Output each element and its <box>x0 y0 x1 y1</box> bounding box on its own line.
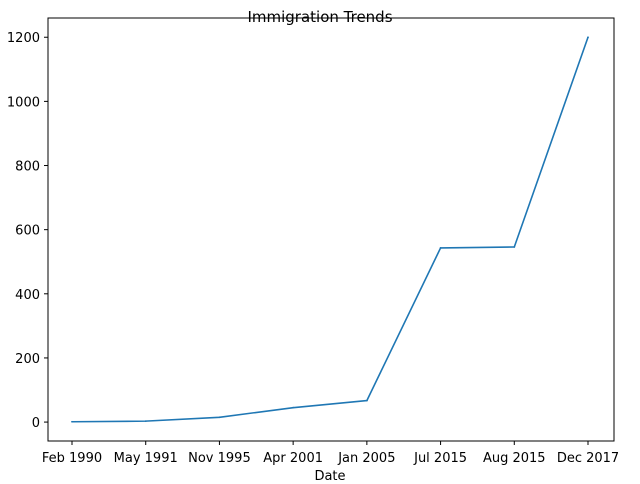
data-point <box>587 36 589 39</box>
y-tick-label: 200 <box>15 352 40 367</box>
y-tick-label: 0 <box>32 416 40 431</box>
x-tick-label: Aug 2015 <box>483 451 546 466</box>
series-line <box>71 36 589 423</box>
x-tick-label: Feb 1990 <box>42 451 102 466</box>
data-point <box>365 399 368 402</box>
y-tick-label: 600 <box>15 224 40 239</box>
x-tick-label: Jul 2015 <box>413 451 467 466</box>
y-tick-label: 400 <box>15 288 40 303</box>
y-tick-label: 1200 <box>7 31 40 46</box>
x-tick-label: Jan 2005 <box>337 451 395 466</box>
plot-area <box>71 36 589 423</box>
plot-frame <box>47 17 615 442</box>
data-point <box>292 406 295 409</box>
chart-title: Immigration Trends <box>247 8 392 26</box>
y-tick-label: 800 <box>15 160 40 175</box>
data-point <box>218 416 221 419</box>
data-point <box>144 420 147 423</box>
x-tick-label: Dec 2017 <box>557 451 619 466</box>
x-tick-label: Apr 2001 <box>263 451 323 466</box>
x-axis-label: Date <box>314 469 345 480</box>
x-tick-label: May 1991 <box>114 451 178 466</box>
data-point <box>71 420 73 423</box>
x-tick-label: Nov 1995 <box>188 451 251 466</box>
data-point <box>513 246 516 248</box>
y-axis: 0 200 400 600 800 1000 1200 <box>7 31 48 431</box>
data-point <box>439 247 442 249</box>
x-axis: Feb 1990 May 1991 Nov 1995 Apr 2001 Jan 2005… <box>42 441 619 466</box>
y-tick-label: 1000 <box>7 95 40 110</box>
